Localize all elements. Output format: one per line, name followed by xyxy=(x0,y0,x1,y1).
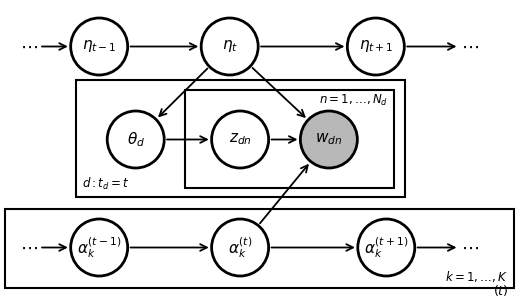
Ellipse shape xyxy=(300,111,358,168)
Text: $(t)$: $(t)$ xyxy=(493,284,509,298)
Text: $\eta_t$: $\eta_t$ xyxy=(222,38,238,55)
Bar xyxy=(185,90,394,188)
Text: $k = 1, \ldots, K$: $k = 1, \ldots, K$ xyxy=(445,269,508,284)
Text: $w_{dn}$: $w_{dn}$ xyxy=(315,132,342,147)
Text: $d : t_d = t$: $d : t_d = t$ xyxy=(82,176,129,192)
Ellipse shape xyxy=(107,111,164,168)
Ellipse shape xyxy=(70,18,128,75)
Text: $\cdots$: $\cdots$ xyxy=(20,238,38,256)
Text: $\cdots$: $\cdots$ xyxy=(461,38,479,56)
Text: $\cdots$: $\cdots$ xyxy=(461,238,479,256)
Text: $\alpha_k^{(t)}$: $\alpha_k^{(t)}$ xyxy=(228,235,252,260)
Ellipse shape xyxy=(211,111,269,168)
Text: $\eta_{t+1}$: $\eta_{t+1}$ xyxy=(359,38,393,55)
Text: $\alpha_k^{(t-1)}$: $\alpha_k^{(t-1)}$ xyxy=(77,235,121,260)
Ellipse shape xyxy=(70,219,128,276)
Text: $\cdots$: $\cdots$ xyxy=(20,38,38,56)
Ellipse shape xyxy=(201,18,258,75)
Text: $\theta_d$: $\theta_d$ xyxy=(127,130,145,149)
Ellipse shape xyxy=(211,219,269,276)
Ellipse shape xyxy=(347,18,405,75)
Bar xyxy=(76,80,405,196)
Text: $\eta_{t-1}$: $\eta_{t-1}$ xyxy=(82,38,116,55)
Text: $n = 1, \ldots, N_d$: $n = 1, \ldots, N_d$ xyxy=(318,93,388,108)
Text: $\alpha_k^{(t+1)}$: $\alpha_k^{(t+1)}$ xyxy=(364,235,408,260)
Text: $z_{dn}$: $z_{dn}$ xyxy=(229,132,252,147)
Bar xyxy=(5,208,514,288)
Ellipse shape xyxy=(358,219,415,276)
